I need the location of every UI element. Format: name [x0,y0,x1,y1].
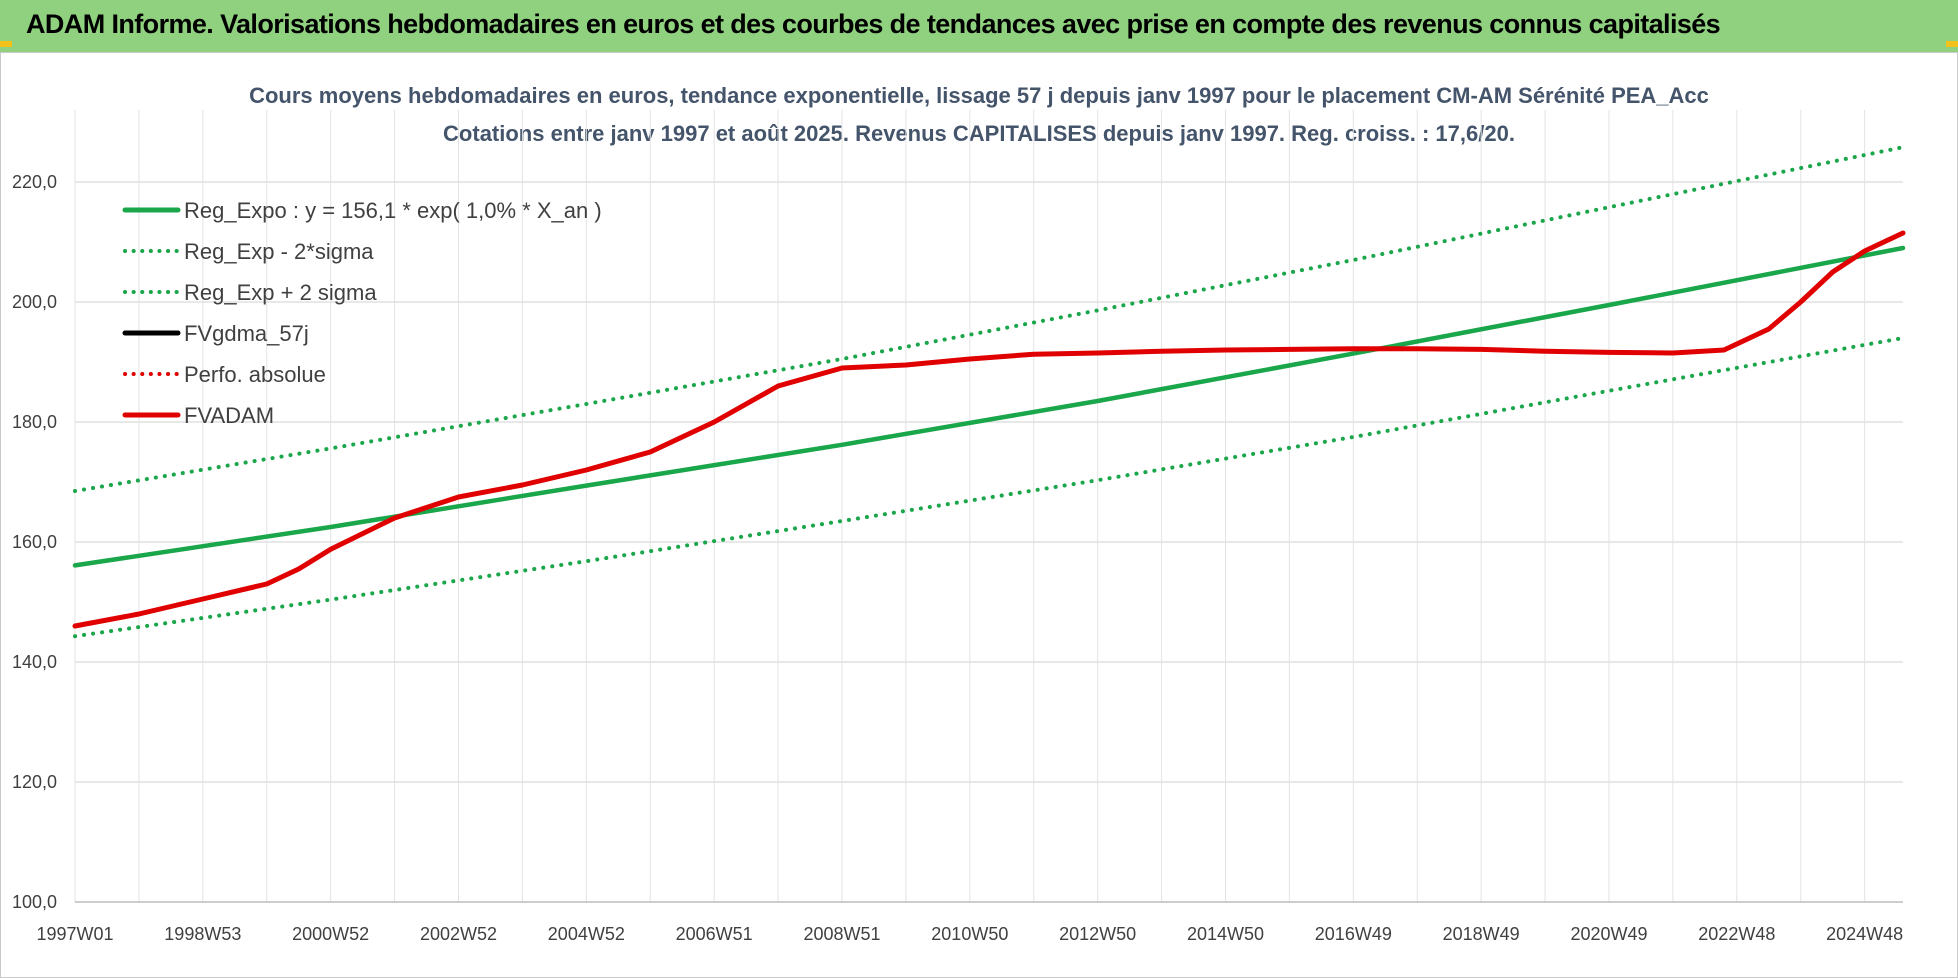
legend: Reg_Expo : y = 156,1 * exp( 1,0% * X_an … [122,198,602,428]
y-tick-label: 140,0 [12,652,57,672]
x-tick-label: 2022W48 [1698,924,1775,944]
y-tick-label: 100,0 [12,892,57,912]
grid-layer [74,110,1903,903]
axis-layer: 100,0 120,0 140,0 160,0 180,0 200,0 220,0 1997W… [12,172,1903,944]
x-tick-label: 2004W52 [548,924,625,944]
chart-title-line-2: Cotations entre janv 1997 et août 2025. … [443,121,1515,146]
legend-label: Reg_Exp - 2*sigma [184,239,374,264]
series-line-2 [73,145,1905,493]
x-tick-label: 2010W50 [931,924,1008,944]
x-tick-label: 2000W52 [292,924,369,944]
x-tick-label: 2012W50 [1059,924,1136,944]
y-tick-label: 220,0 [12,172,57,192]
x-tick-label: 2024W48 [1826,924,1903,944]
x-tick-label: 2018W49 [1443,924,1520,944]
series-line-1 [73,336,1905,639]
y-tick-label: 160,0 [12,532,57,552]
y-tick-label: 120,0 [12,772,57,792]
banner-title: ADAM Informe. Valorisations hebdomadaire… [26,9,1721,39]
y-tick-label: 200,0 [12,292,57,312]
y-tick-label: 180,0 [12,412,57,432]
series-line-0 [72,245,1906,568]
legend-label: Reg_Exp + 2 sigma [184,280,377,305]
legend-label: Reg_Expo : y = 156,1 * exp( 1,0% * X_an … [184,198,602,223]
legend-label: Perfo. absolue [184,362,326,387]
legend-label: FVgdma_57j [184,321,309,346]
report-banner: ADAM Informe. Valorisations hebdomadaire… [0,0,1958,52]
x-tick-label: 2020W49 [1570,924,1647,944]
corner-marker-top-left [0,41,12,47]
x-tick-label: 1997W01 [36,924,113,944]
x-tick-label: 2014W50 [1187,924,1264,944]
x-tick-label: 2006W51 [676,924,753,944]
chart-title-line-1: Cours moyens hebdomadaires en euros, ten… [249,83,1709,108]
x-tick-label: 2016W49 [1315,924,1392,944]
series-layer [72,145,1906,639]
legend-label: FVADAM [184,403,274,428]
x-tick-label: 2008W51 [803,924,880,944]
x-tick-label: 2002W52 [420,924,497,944]
corner-marker-top-right [1946,41,1958,47]
x-tick-label: 1998W53 [164,924,241,944]
series-line-5 [72,230,1906,629]
